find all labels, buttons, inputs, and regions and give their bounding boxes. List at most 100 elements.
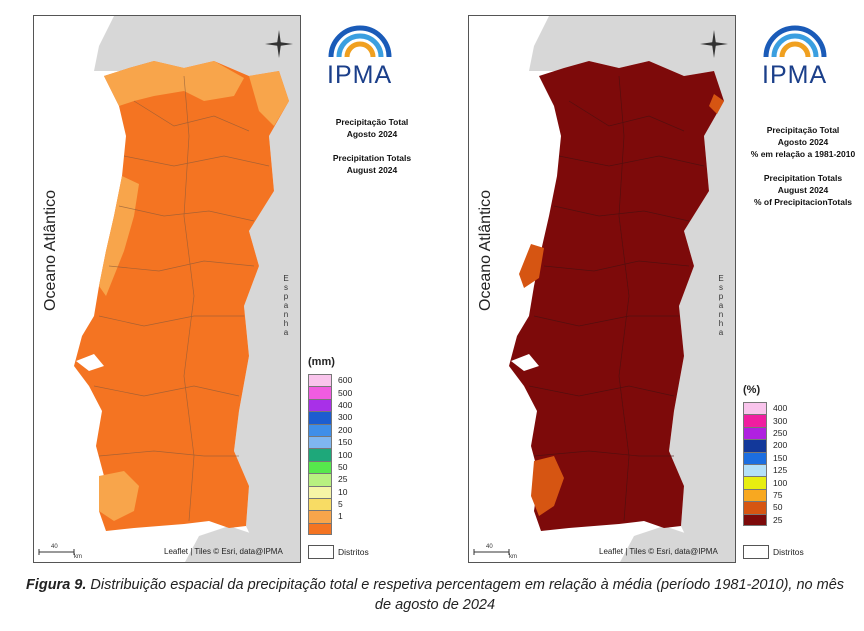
legend-unit: (mm): [308, 356, 335, 368]
map-canvas: [34, 16, 300, 562]
legend-swatch: [308, 386, 332, 399]
tagus-estuary: [511, 354, 539, 371]
district-boundaries: [528, 75, 705, 522]
ipma-logo: IPMA: [327, 23, 393, 89]
legend-label: 300: [338, 412, 353, 423]
light-patch-south: [531, 456, 564, 516]
country-label-letter: p: [283, 292, 289, 301]
legend-row: 300: [743, 414, 788, 427]
light-patch-coast: [519, 244, 544, 288]
legend-swatch: [743, 414, 767, 427]
light-patch-north: [104, 61, 244, 106]
legend-row: 400: [308, 398, 353, 412]
coast-south-land: [620, 526, 708, 562]
map-attribution: Leaflet | Tiles © Esri, data@IPMA: [164, 547, 283, 556]
legend-label: 400: [338, 399, 353, 410]
country-label-letter: a: [718, 328, 724, 337]
legend-swatch: [743, 439, 767, 452]
legend-swatch: [308, 448, 332, 461]
legend-percent: (%) 400 300 250 200 150 125 100 75 50 25: [743, 384, 787, 526]
legend-label: 1: [338, 511, 343, 522]
legend-row: 500: [308, 386, 353, 399]
districts-label: Distritos: [773, 547, 804, 557]
legend-swatch: [308, 411, 332, 424]
coast-south-land: [185, 526, 273, 562]
light-patch-south: [99, 471, 139, 521]
legend-unit: (%): [743, 384, 761, 396]
district-boundaries: [93, 75, 270, 522]
legend-row: 25: [743, 513, 787, 526]
legend-label: 600: [338, 375, 353, 386]
legend-row: 150: [308, 435, 353, 449]
ipma-logo-text: IPMA: [327, 61, 393, 89]
legend-items: 400 300 250 200 150 125 100 75 50 25: [743, 402, 787, 526]
ocean-label: Oceano Atlântico: [477, 190, 494, 311]
scale-unit: km: [74, 554, 82, 560]
legend-label: 250: [773, 427, 788, 438]
north-arrow-icon: [700, 30, 728, 58]
legend-swatch: [743, 501, 767, 514]
legend-swatch: [743, 463, 767, 477]
legend-label: 50: [773, 502, 783, 513]
legend-label: 400: [773, 403, 788, 414]
north-arrow-icon: [265, 30, 293, 58]
country-label-letter: E: [283, 274, 289, 283]
legend-label: 150: [773, 452, 788, 463]
ipma-logo-text: IPMA: [762, 61, 828, 89]
country-label-letter: h: [718, 319, 724, 328]
legend-row: 1: [308, 510, 352, 523]
legend-row: 200: [743, 439, 787, 452]
legend-swatch: [308, 510, 332, 523]
legend-swatch: [743, 488, 767, 502]
title-pt-line1: Precipitação Total: [766, 125, 840, 135]
legend-items: 600 500 400 300 200 150 100 50 25 10 5 1: [308, 374, 353, 536]
legend-label: 100: [338, 449, 353, 460]
legend-row: 10: [308, 485, 352, 498]
legend-label: 25: [773, 514, 783, 525]
scale-unit: km: [509, 554, 517, 560]
portugal-land: [509, 61, 724, 531]
scale-label: 40: [51, 544, 58, 550]
legend-mm: (mm) 600 500 400 300 200 150 100 50 25 10 5 1: [308, 356, 353, 536]
figure-caption-text: Distribuição espacial da precipitação to…: [86, 577, 845, 613]
light-patch-northeast: [709, 94, 724, 114]
legend-label: 25: [338, 474, 348, 485]
legend-swatch: [308, 374, 332, 387]
map-title: Precipitação Total Agosto 2024 % em rela…: [734, 124, 864, 208]
legend-label: 300: [773, 415, 788, 426]
map-canvas: [469, 16, 735, 562]
legend-label: 100: [773, 477, 788, 488]
country-label-letter: s: [284, 283, 288, 292]
legend-swatch: [308, 398, 332, 412]
legend-row: 50: [743, 501, 787, 514]
title-pt-line1: Precipitação Total: [335, 117, 409, 127]
country-label-letter: p: [718, 292, 724, 301]
legend-row: 100: [743, 476, 788, 489]
legend-label: 5: [338, 499, 343, 510]
title-en-line2: August 2024: [777, 185, 829, 195]
title-en-line1: Precipitation Totals: [763, 173, 843, 183]
legend-swatch: [743, 402, 767, 415]
legend-row: 150: [743, 451, 788, 464]
ipma-logo-icon: [328, 25, 392, 58]
legend-label: 150: [338, 437, 353, 448]
country-label-letter: s: [719, 283, 723, 292]
legend-row: 250: [743, 426, 788, 440]
districts-swatch: [743, 545, 769, 559]
legend-label: 500: [338, 387, 353, 398]
ipma-logo: IPMA: [762, 23, 828, 89]
legend-row: 400: [743, 402, 788, 415]
legend-row: 125: [743, 463, 787, 477]
portugal-land: [74, 61, 289, 531]
legend-swatch: [743, 426, 767, 440]
legend-swatch: [308, 435, 332, 449]
legend-row: [308, 522, 352, 536]
legend-districts: Distritos: [308, 545, 369, 559]
ipma-logo-icon: [763, 25, 827, 58]
legend-swatch: [308, 522, 332, 536]
